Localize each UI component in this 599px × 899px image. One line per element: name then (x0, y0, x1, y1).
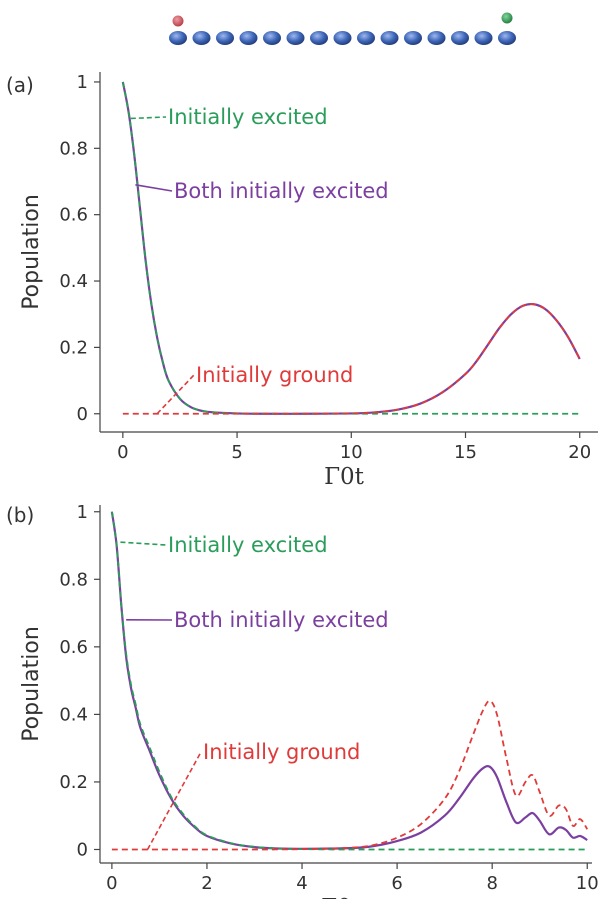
atom (427, 31, 446, 45)
x-axis-label: Γ0t (321, 895, 362, 899)
excited-atom-green (501, 12, 513, 24)
atom (404, 31, 422, 45)
atom (216, 31, 234, 45)
atom (451, 31, 469, 45)
x-tick-label: 4 (296, 873, 307, 894)
atom (263, 31, 281, 45)
x-tick-label: 0 (117, 442, 128, 463)
y-tick-label: 1 (77, 72, 88, 93)
x-tick-label: 5 (231, 442, 242, 463)
y-axis-label: Population (19, 626, 44, 742)
annotation-leader (156, 374, 195, 415)
y-axis-label: Population (19, 194, 44, 310)
annotation-leader (146, 751, 202, 850)
x-tick-label: 20 (568, 442, 591, 463)
atom (310, 31, 328, 45)
atom (333, 31, 352, 45)
series-line-both-initially-excited (110, 511, 588, 850)
atom (357, 31, 375, 45)
y-tick-label: 0 (77, 839, 88, 860)
x-tick-label: 0 (106, 873, 117, 894)
atom (380, 31, 399, 45)
atom (239, 31, 258, 45)
annotation-label: Initially ground (203, 740, 360, 764)
y-tick-label: 0 (77, 404, 88, 425)
annotation-label: Initially excited (168, 533, 328, 557)
atom (498, 31, 516, 45)
series-line-initially-excited (121, 81, 580, 415)
x-tick-label: 8 (486, 873, 497, 894)
annotation-leader (120, 541, 167, 546)
panel-label-a: (a) (6, 73, 34, 97)
y-tick-label: 0.6 (59, 205, 88, 226)
series-line-initially-ground (111, 699, 589, 851)
y-tick-label: 0.4 (59, 271, 88, 292)
atom-chain-schematic (169, 12, 516, 45)
panel-b-plot: 00.20.40.60.810246810PopulationΓ0tInitia… (19, 502, 599, 899)
annotation-label: Both initially excited (174, 179, 389, 203)
panel-label-b: (b) (6, 503, 34, 527)
x-tick-label: 2 (201, 873, 212, 894)
x-tick-label: 10 (340, 442, 363, 463)
y-tick-label: 0.2 (59, 337, 88, 358)
annotation-leader (135, 184, 173, 192)
y-tick-label: 0.4 (59, 704, 88, 725)
panel-a-plot: 00.20.40.60.810 5 10 15 20PopulationΓ0tIniti… (19, 72, 598, 490)
atom (192, 31, 211, 45)
atom (286, 31, 305, 45)
annotation-label: Initially excited (168, 105, 328, 129)
y-tick-label: 0.2 (59, 772, 88, 793)
y-tick-label: 0.8 (59, 569, 88, 590)
x-tick-label: 15 (454, 442, 477, 463)
x-tick-label: 10 (576, 873, 599, 894)
x-tick-label: 6 (391, 873, 402, 894)
annotation-leader (130, 116, 167, 120)
excited-atom-red (172, 15, 184, 27)
y-tick-label: 1 (77, 502, 88, 523)
atom (169, 31, 187, 45)
y-tick-label: 0.6 (59, 637, 88, 658)
x-axis-label: Γ0t (324, 464, 365, 490)
series-line-initially-excited (110, 511, 588, 851)
annotation-label: Both initially excited (174, 608, 389, 632)
atom (474, 31, 493, 45)
y-tick-label: 0.8 (59, 138, 88, 159)
annotation-label: Initially ground (196, 363, 353, 387)
series-line-initially-ground (122, 303, 581, 415)
